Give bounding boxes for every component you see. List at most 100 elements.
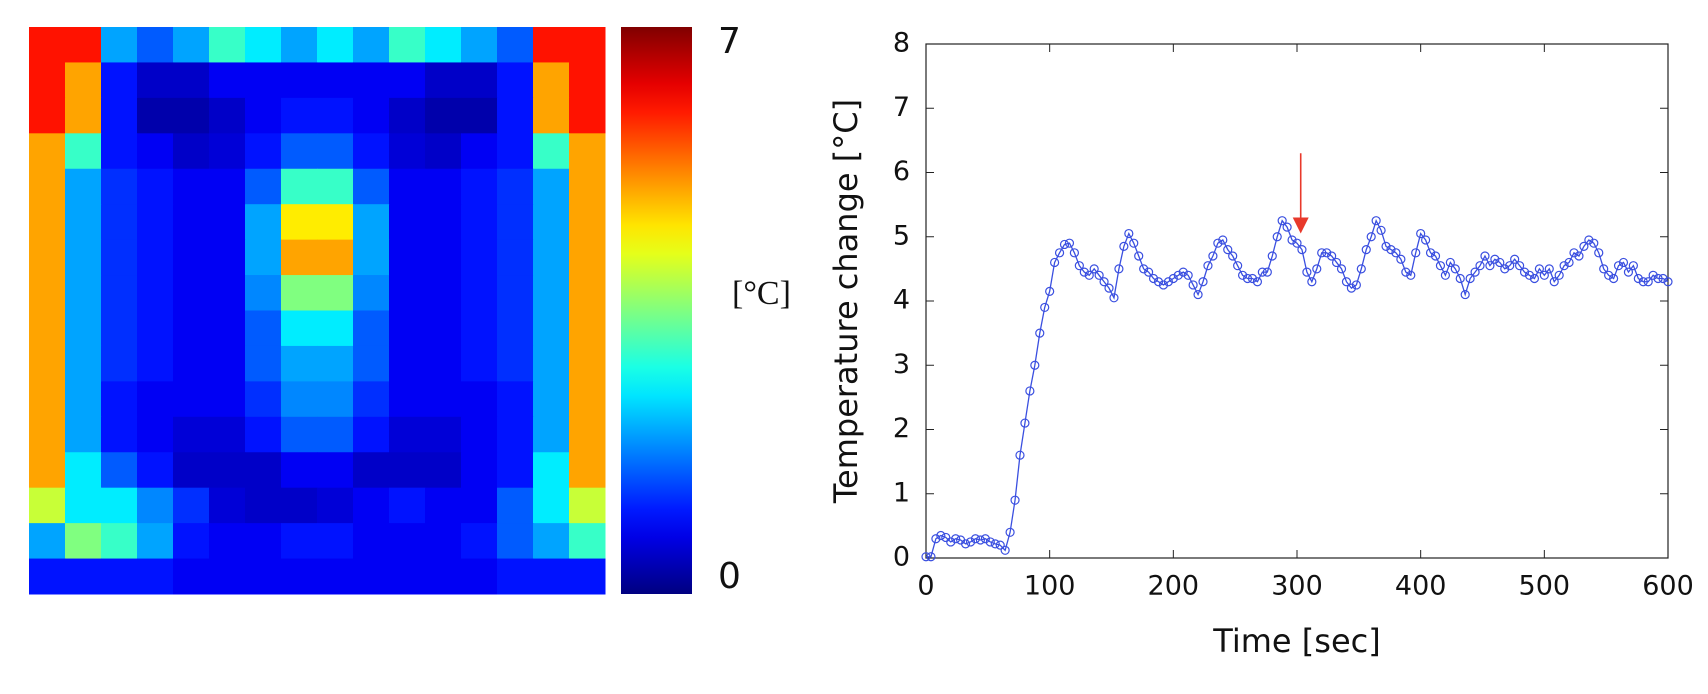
data-point xyxy=(1158,280,1169,290)
heat-cell xyxy=(389,239,426,276)
y-tick-label: 8 xyxy=(893,28,910,59)
heat-cell xyxy=(389,452,426,489)
data-point xyxy=(1223,245,1233,255)
heat-cell xyxy=(101,275,138,311)
data-point xyxy=(1430,251,1441,261)
data-point xyxy=(1074,261,1084,271)
heat-cell xyxy=(29,345,66,382)
heat-cell xyxy=(533,97,570,134)
heat-cell xyxy=(209,523,246,560)
data-point xyxy=(1633,273,1643,284)
data-point xyxy=(1406,270,1416,280)
data-point xyxy=(1099,277,1109,287)
heat-cell xyxy=(101,487,138,524)
data-point xyxy=(1277,216,1287,226)
heat-cell xyxy=(461,204,498,241)
heat-cell xyxy=(65,452,102,489)
data-point xyxy=(1148,273,1159,284)
heat-cell xyxy=(317,381,354,418)
data-point xyxy=(1094,270,1104,280)
heat-cell xyxy=(569,310,606,347)
data-point xyxy=(1198,277,1208,287)
heat-cell xyxy=(101,452,138,489)
heat-cell xyxy=(281,310,318,347)
heat-cell xyxy=(353,168,390,205)
heat-cell xyxy=(29,168,66,205)
heat-cell xyxy=(173,204,210,241)
data-point xyxy=(1237,270,1248,280)
data-point xyxy=(1396,254,1406,264)
data-point xyxy=(1401,267,1411,277)
data-point xyxy=(980,534,990,544)
y-tick-label: 2 xyxy=(893,413,910,444)
heat-cell xyxy=(533,558,570,595)
data-point xyxy=(1262,267,1272,277)
heat-cell xyxy=(569,168,606,205)
heat-cell xyxy=(353,310,390,347)
data-point xyxy=(1178,267,1188,277)
heat-cell xyxy=(209,310,246,347)
data-point xyxy=(1233,261,1243,271)
heat-cell xyxy=(65,168,102,205)
heat-cell xyxy=(209,452,246,489)
heat-cell xyxy=(101,523,138,560)
data-point xyxy=(1282,222,1292,232)
heat-cell xyxy=(425,345,462,382)
heat-cell xyxy=(281,133,318,170)
heat-cell xyxy=(101,168,138,205)
data-point xyxy=(1584,235,1594,245)
heat-cell xyxy=(29,523,66,560)
heat-cell xyxy=(173,523,210,560)
data-point xyxy=(1356,264,1366,274)
heat-cell xyxy=(461,558,498,595)
heat-cell xyxy=(29,416,66,453)
heat-cell xyxy=(29,62,66,99)
heat-cell xyxy=(245,345,282,382)
heat-cell xyxy=(173,275,210,311)
heat-cell xyxy=(209,558,246,595)
heat-cell xyxy=(389,487,426,524)
data-point xyxy=(1054,248,1065,258)
heat-cell xyxy=(317,204,354,241)
data-point xyxy=(1510,254,1520,264)
x-tick-label: 500 xyxy=(1519,571,1571,602)
data-point xyxy=(1030,360,1040,370)
heat-cell xyxy=(29,239,66,276)
heat-cell xyxy=(353,239,390,276)
heat-cell xyxy=(569,487,606,524)
data-point xyxy=(1470,267,1480,277)
data-point xyxy=(1119,241,1129,251)
data-point xyxy=(1010,495,1020,505)
heat-cell xyxy=(209,204,246,241)
heat-cell xyxy=(425,487,462,524)
heat-cell xyxy=(497,168,534,205)
heat-cell xyxy=(209,133,246,170)
heat-cell xyxy=(245,27,282,63)
heat-cell xyxy=(65,487,102,524)
heat-cell xyxy=(461,27,498,63)
heat-cell xyxy=(65,381,102,418)
heat-cell xyxy=(65,345,102,382)
data-point xyxy=(985,537,995,547)
heat-cell xyxy=(101,381,138,418)
data-point xyxy=(1124,228,1134,239)
heat-cell xyxy=(281,487,318,524)
heat-cell xyxy=(389,310,426,347)
data-point xyxy=(960,539,971,549)
heat-cell xyxy=(497,133,534,170)
heat-cell xyxy=(497,310,534,347)
heat-cell xyxy=(569,204,606,241)
data-point xyxy=(1139,264,1149,274)
heat-cell xyxy=(425,452,462,489)
heat-cell xyxy=(533,487,570,524)
heat-cell xyxy=(101,310,138,347)
heat-cell xyxy=(137,133,174,170)
heat-cell xyxy=(65,416,102,453)
data-line xyxy=(926,218,1669,558)
heat-cell xyxy=(353,204,390,241)
heat-cell xyxy=(281,558,318,595)
heat-cell xyxy=(389,345,426,382)
data-point xyxy=(1519,267,1530,277)
heat-cell xyxy=(425,310,462,347)
heat-cell xyxy=(137,416,174,453)
